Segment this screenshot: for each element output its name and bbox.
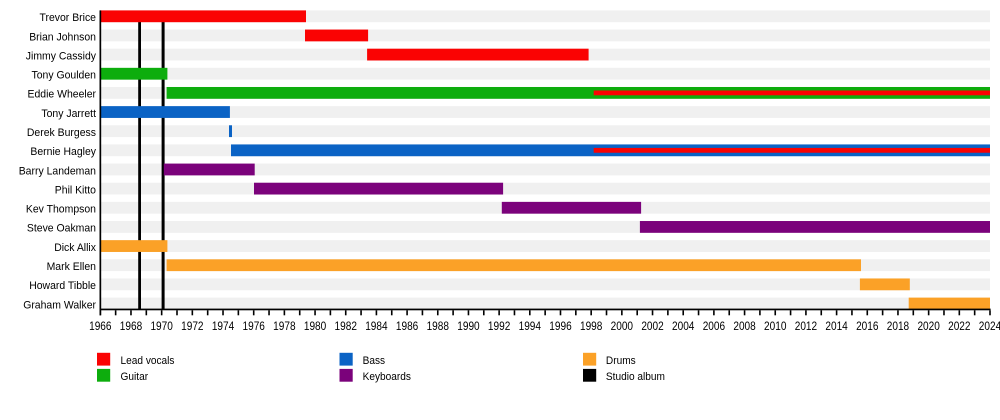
svg-text:1970: 1970 [150,319,173,333]
svg-text:1978: 1978 [273,319,296,333]
svg-text:1990: 1990 [457,319,480,333]
svg-text:1982: 1982 [335,319,358,333]
svg-text:2022: 2022 [948,319,971,333]
svg-text:Howard Tibble: Howard Tibble [29,280,96,292]
svg-text:1994: 1994 [519,319,542,333]
svg-text:1974: 1974 [212,319,235,333]
svg-text:2014: 2014 [825,319,848,333]
svg-text:Tony Goulden: Tony Goulden [32,70,97,82]
svg-text:1988: 1988 [427,319,450,333]
svg-text:2010: 2010 [764,319,787,333]
svg-text:1996: 1996 [549,319,572,333]
svg-text:Steve Oakman: Steve Oakman [27,223,96,235]
svg-text:Barry Landeman: Barry Landeman [19,165,96,177]
svg-text:1998: 1998 [580,319,603,333]
svg-text:Lead vocals: Lead vocals [121,355,175,367]
svg-text:Kev Thompson: Kev Thompson [26,204,96,216]
svg-text:Keyboards: Keyboards [363,371,412,383]
svg-text:2024: 2024 [979,319,1000,333]
svg-text:Derek Burgess: Derek Burgess [27,127,97,139]
svg-text:Drums: Drums [606,355,636,367]
svg-text:1976: 1976 [243,319,266,333]
svg-text:1984: 1984 [365,319,388,333]
svg-text:1972: 1972 [181,319,204,333]
svg-text:2004: 2004 [672,319,695,333]
svg-text:Phil Kitto: Phil Kitto [55,184,96,196]
svg-text:2000: 2000 [611,319,634,333]
svg-text:2020: 2020 [917,319,940,333]
svg-text:Brian Johnson: Brian Johnson [29,31,96,43]
svg-text:Trevor Brice: Trevor Brice [40,12,97,24]
svg-text:2016: 2016 [856,319,879,333]
svg-text:Dick Allix: Dick Allix [54,242,96,254]
svg-text:Studio album: Studio album [606,371,665,383]
svg-text:Bernie Hagley: Bernie Hagley [30,146,96,158]
svg-text:2008: 2008 [733,319,756,333]
svg-text:1966: 1966 [89,319,112,333]
svg-text:2006: 2006 [703,319,726,333]
svg-text:1980: 1980 [304,319,327,333]
svg-text:1986: 1986 [396,319,419,333]
svg-text:1992: 1992 [488,319,511,333]
svg-text:Mark Ellen: Mark Ellen [47,261,96,273]
svg-text:Guitar: Guitar [121,371,149,383]
svg-text:Tony Jarrett: Tony Jarrett [41,108,96,120]
svg-text:2012: 2012 [795,319,818,333]
svg-text:Eddie Wheeler: Eddie Wheeler [28,89,97,101]
svg-text:2018: 2018 [887,319,910,333]
svg-text:Jimmy Cassidy: Jimmy Cassidy [26,50,97,62]
svg-text:Bass: Bass [363,355,386,367]
svg-text:Graham Walker: Graham Walker [23,299,96,311]
svg-text:1968: 1968 [120,319,143,333]
svg-text:2002: 2002 [641,319,664,333]
